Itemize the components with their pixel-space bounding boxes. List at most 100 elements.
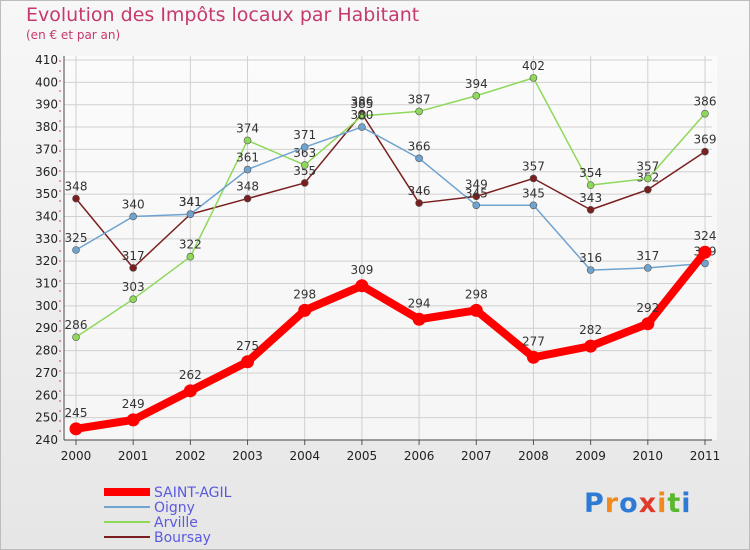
y-tick-label: 320 bbox=[35, 254, 58, 268]
logo-letter: P bbox=[584, 488, 605, 519]
data-point bbox=[126, 413, 140, 427]
data-point bbox=[300, 143, 309, 151]
x-tick-label: 2005 bbox=[347, 449, 378, 463]
legend-label-arville: Arville bbox=[154, 515, 198, 531]
data-point bbox=[586, 181, 595, 189]
logo-letter: o bbox=[619, 488, 639, 519]
data-point bbox=[529, 74, 538, 82]
series-line bbox=[75, 112, 706, 269]
data-point bbox=[186, 252, 195, 261]
data-label: 374 bbox=[236, 121, 259, 135]
data-label: 354 bbox=[579, 166, 602, 180]
logo-letter: i bbox=[681, 488, 692, 519]
data-point bbox=[72, 246, 80, 254]
data-point bbox=[129, 295, 137, 303]
y-tick-label: 310 bbox=[35, 277, 58, 291]
y-tick-label: 370 bbox=[35, 142, 58, 156]
logo-letter: r bbox=[604, 488, 620, 519]
data-label: 343 bbox=[579, 191, 602, 205]
series-layer: 3483173413483553863463493573433523692863… bbox=[65, 59, 717, 436]
logo-letter: i bbox=[657, 488, 668, 519]
data-point bbox=[698, 245, 712, 259]
data-point bbox=[701, 147, 709, 156]
legend-label-oigny: Oigny bbox=[154, 500, 195, 516]
data-label: 316 bbox=[579, 251, 602, 265]
legend-label-boursay: Boursay bbox=[154, 530, 211, 546]
y-tick-label: 300 bbox=[35, 299, 58, 313]
data-label: 357 bbox=[522, 159, 545, 173]
x-tick-label: 2009 bbox=[575, 449, 606, 463]
data-label: 275 bbox=[236, 339, 259, 353]
x-tick-label: 2006 bbox=[404, 449, 435, 463]
data-label: 262 bbox=[179, 368, 202, 382]
x-tick-label: 2000 bbox=[61, 449, 92, 463]
data-label: 322 bbox=[179, 238, 202, 252]
data-label: 277 bbox=[522, 334, 545, 348]
y-tick-label: 270 bbox=[35, 366, 58, 380]
data-point bbox=[355, 279, 369, 293]
data-label: 357 bbox=[636, 159, 659, 173]
data-label: 282 bbox=[579, 323, 602, 337]
grid bbox=[62, 56, 717, 441]
data-point bbox=[69, 422, 83, 436]
x-tick-label: 2002 bbox=[175, 449, 206, 463]
data-point bbox=[701, 259, 709, 268]
data-label: 361 bbox=[236, 151, 259, 165]
y-tick-label: 400 bbox=[35, 75, 58, 89]
y-tick-label: 380 bbox=[35, 120, 58, 134]
data-label: 294 bbox=[408, 296, 431, 310]
data-point bbox=[644, 174, 652, 183]
data-point bbox=[129, 264, 137, 272]
data-label: 366 bbox=[408, 139, 431, 153]
data-point bbox=[129, 212, 137, 221]
data-point bbox=[641, 317, 655, 331]
data-label: 371 bbox=[293, 128, 316, 142]
logo-letter: t bbox=[667, 488, 682, 519]
proxiti-logo: Proxiti bbox=[584, 488, 692, 519]
data-label: 292 bbox=[636, 301, 659, 315]
x-tick-label: 2001 bbox=[118, 449, 149, 463]
data-point bbox=[472, 91, 481, 100]
data-label: 325 bbox=[65, 231, 88, 245]
data-label: 369 bbox=[694, 133, 717, 147]
data-point bbox=[529, 201, 538, 210]
data-point bbox=[644, 185, 652, 194]
data-point bbox=[72, 194, 80, 203]
y-tick-label: 280 bbox=[35, 344, 58, 358]
data-point bbox=[415, 154, 423, 163]
data-point bbox=[183, 384, 197, 398]
x-tick-label: 2004 bbox=[289, 449, 320, 463]
series-saint-agil: 245 249 262 275 298 309 294 298 277 282 292 324 bbox=[65, 229, 716, 436]
data-label: 309 bbox=[350, 263, 373, 277]
series-line bbox=[75, 126, 706, 271]
y-tick-label: 350 bbox=[35, 187, 58, 201]
data-label: 345 bbox=[522, 186, 545, 200]
y-tick-label: 240 bbox=[35, 433, 58, 447]
logo-letter: x bbox=[638, 488, 658, 519]
data-point bbox=[358, 112, 366, 120]
chart-title: Evolution des Impôts locaux par Habitant bbox=[26, 4, 420, 26]
series-boursay: 348317341348355386346349357343352369 bbox=[65, 95, 717, 272]
data-label: 317 bbox=[122, 249, 145, 263]
data-label: 317 bbox=[636, 249, 659, 263]
y-tick-label: 260 bbox=[35, 388, 58, 402]
data-label: 402 bbox=[522, 59, 545, 73]
y-tick-label: 290 bbox=[35, 321, 58, 335]
x-tick-label: 2011 bbox=[690, 449, 721, 463]
data-label: 345 bbox=[465, 186, 488, 200]
data-point bbox=[186, 210, 195, 219]
legend-label-saint-agil: SAINT-AGIL bbox=[154, 485, 232, 501]
data-point bbox=[472, 192, 481, 201]
data-point bbox=[243, 194, 252, 203]
data-label: 249 bbox=[122, 397, 145, 411]
data-label: 385 bbox=[350, 97, 373, 111]
data-point bbox=[701, 109, 709, 118]
y-tick-label: 250 bbox=[35, 411, 58, 425]
data-label: 394 bbox=[465, 77, 488, 91]
x-tick-label: 2003 bbox=[232, 449, 263, 463]
data-label: 286 bbox=[65, 318, 88, 332]
data-point bbox=[415, 107, 423, 116]
